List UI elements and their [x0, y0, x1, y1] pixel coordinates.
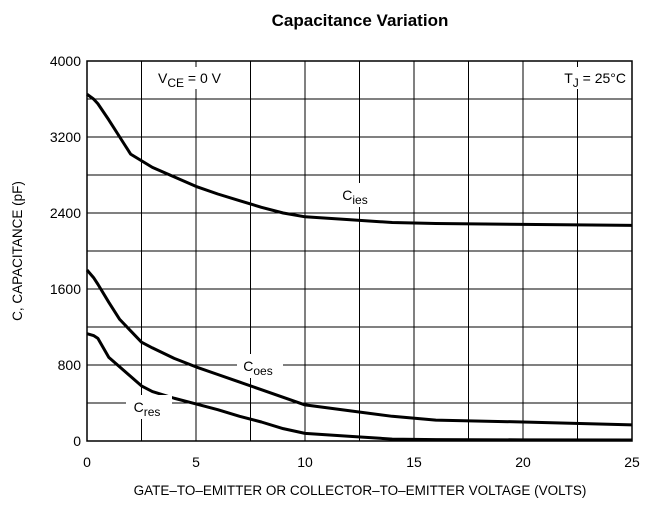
chart-title: Capacitance Variation: [272, 11, 449, 30]
annotation: TJ = 25°C: [564, 70, 626, 90]
x-tick-label: 15: [406, 454, 422, 470]
series-label: Coes: [243, 358, 272, 378]
series-label-bg: [334, 183, 380, 207]
text-part: = 25°C: [579, 70, 626, 86]
series-label-bg: [126, 395, 172, 419]
y-tick-label: 1600: [50, 281, 81, 297]
y-tick-label: 4000: [50, 53, 81, 69]
text-part: T: [564, 70, 573, 86]
text-part: = 0 V: [184, 70, 222, 86]
annotation-bg: [542, 67, 630, 89]
x-tick-label: 0: [83, 454, 91, 470]
series-label: Cies: [342, 187, 367, 207]
y-axis-label: C, CAPACITANCE (pF): [10, 181, 25, 321]
subscript: CE: [167, 76, 184, 90]
plot-frame: [86, 60, 633, 442]
x-tick-label: 10: [297, 454, 313, 470]
x-axis-label: GATE–TO–EMITTER OR COLLECTOR–TO–EMITTER …: [134, 483, 587, 498]
annotation: VCE = 0 V: [158, 70, 222, 90]
y-tick-label: 0: [73, 433, 81, 449]
y-tick-label: 3200: [50, 129, 81, 145]
text-part: C: [342, 187, 352, 203]
annotation-bg: [155, 67, 243, 89]
text-part: V: [158, 70, 168, 86]
subscript: oes: [253, 364, 272, 378]
subscript: J: [573, 76, 579, 90]
x-tick-label: 5: [192, 454, 200, 470]
y-tick-label: 800: [58, 357, 82, 373]
y-tick-label: 2400: [50, 205, 81, 221]
subscript: ies: [352, 193, 367, 207]
series-label: Cres: [134, 399, 161, 419]
text-part: C: [243, 358, 253, 374]
x-tick-label: 20: [515, 454, 531, 470]
series-line: [85, 269, 633, 427]
series-line: [86, 332, 633, 442]
subscript: res: [144, 405, 161, 419]
series-label-bg: [237, 354, 283, 378]
text-part: C: [134, 399, 144, 415]
x-tick-label: 25: [624, 454, 640, 470]
series-line: [86, 93, 633, 227]
